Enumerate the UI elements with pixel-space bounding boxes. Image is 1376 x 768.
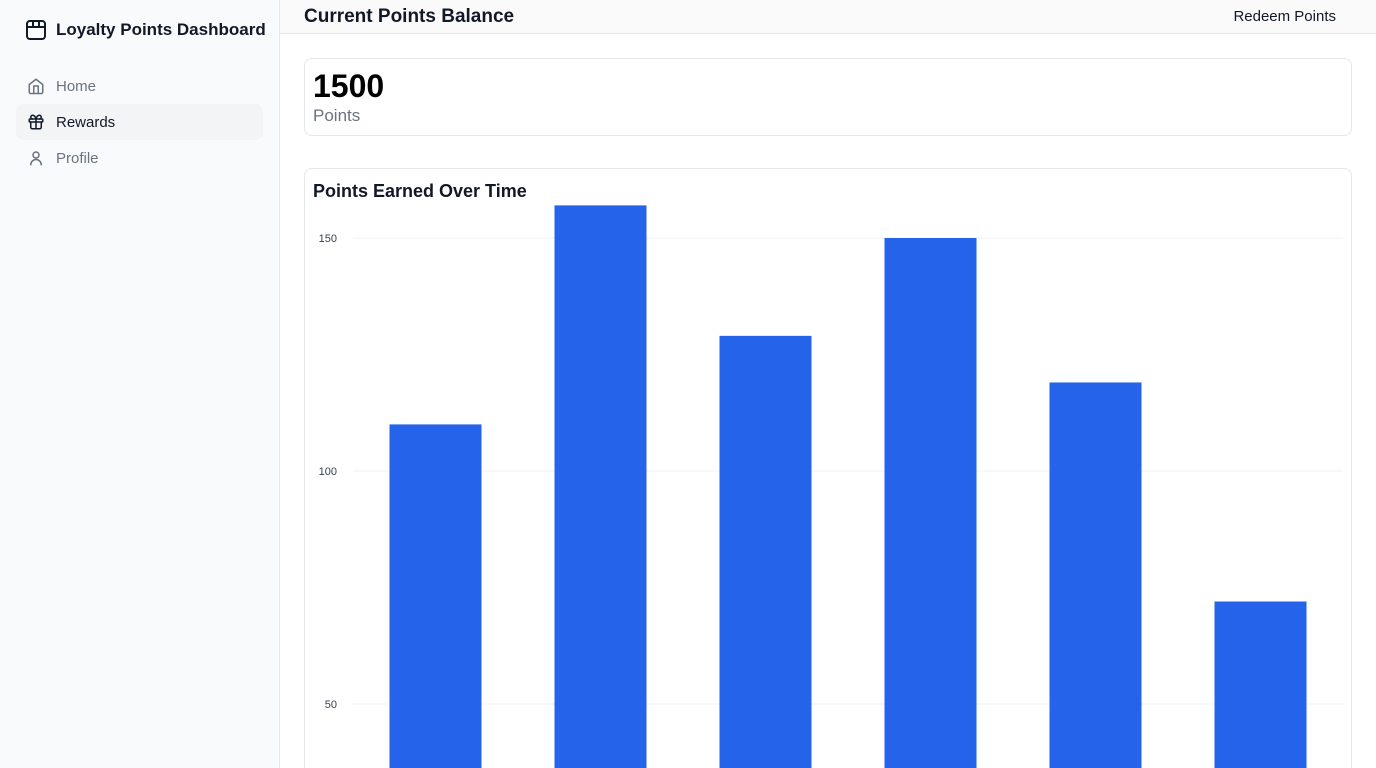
- sidebar-item-label: Home: [56, 77, 97, 95]
- sidebar-item-profile[interactable]: Profile: [16, 140, 263, 176]
- user-icon: [27, 149, 45, 167]
- gift-icon: [27, 113, 45, 131]
- y-tick-label: 100: [319, 466, 337, 478]
- bar[interactable]: [884, 238, 977, 768]
- sidebar: Loyalty Points Dashboard Home: [0, 0, 280, 768]
- sidebar-item-label: Profile: [56, 149, 99, 167]
- sidebar-item-rewards[interactable]: Rewards: [16, 104, 263, 140]
- points-chart-card: Points Earned Over Time 50 100 150: [304, 168, 1352, 768]
- bar[interactable]: [1214, 601, 1307, 768]
- content: 1500 Points Points Earned Over Time 50 10…: [280, 34, 1376, 768]
- redeem-points-button[interactable]: Redeem Points: [1217, 0, 1352, 33]
- points-balance-card: 1500 Points: [304, 58, 1352, 136]
- sidebar-nav: Home Rewards: [0, 60, 279, 176]
- bar[interactable]: [389, 424, 482, 768]
- points-balance-value: 1500: [313, 68, 385, 104]
- chart-title: Points Earned Over Time: [313, 181, 527, 201]
- top-bar: Current Points Balance Redeem Points: [280, 0, 1376, 34]
- app-title: Loyalty Points Dashboard: [56, 20, 266, 39]
- bar[interactable]: [554, 205, 647, 768]
- sidebar-item-label: Rewards: [56, 113, 116, 131]
- y-tick-label: 150: [319, 233, 337, 245]
- brand: Loyalty Points Dashboard: [0, 0, 279, 60]
- package-icon: [24, 18, 48, 42]
- bar[interactable]: [1049, 382, 1142, 768]
- y-tick-label: 50: [325, 699, 337, 711]
- main-area: Current Points Balance Redeem Points 150…: [280, 0, 1376, 768]
- home-icon: [27, 77, 45, 95]
- points-bar-chart: 50 100 150: [319, 205, 1343, 768]
- bar[interactable]: [719, 335, 812, 768]
- page-title: Current Points Balance: [304, 5, 515, 27]
- sidebar-item-home[interactable]: Home: [16, 68, 263, 104]
- points-balance-label: Points: [313, 106, 361, 125]
